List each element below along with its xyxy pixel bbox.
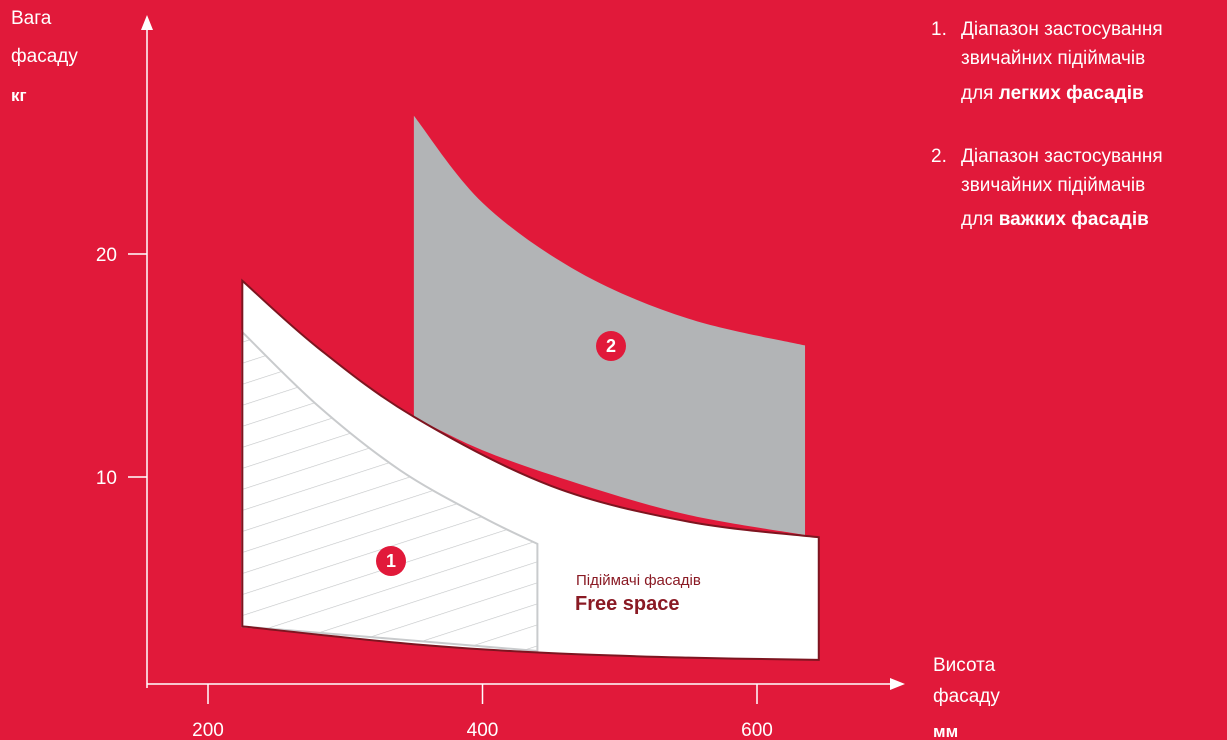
y-axis-title-line2: фасаду — [11, 46, 78, 67]
legend-item-1-line3: для легких фасадів — [961, 83, 1144, 104]
legend-item-1-prefix: для — [961, 83, 993, 104]
legend-item-2-prefix: для — [961, 209, 993, 230]
x-axis-title-line2: фасаду — [933, 686, 1000, 707]
y-axis-arrow-icon — [141, 15, 153, 30]
legend-item-1-line2: звичайних підіймачів — [961, 48, 1145, 69]
free-space-label: Free space — [575, 593, 680, 615]
region-2-badge-circle — [596, 331, 626, 361]
legend-item-1-line1: Діапазон застосування — [961, 19, 1163, 40]
y-axis-unit: кг — [11, 86, 27, 105]
legend: 1. Діапазон застосування звичайних підій… — [931, 19, 1163, 230]
legend-item-1: 1. Діапазон застосування звичайних підій… — [931, 19, 1163, 104]
plot-area — [241, 115, 820, 661]
legend-item-1-bold: легких фасадів — [999, 83, 1144, 104]
region-2-badge: 2 — [596, 331, 626, 361]
x-tick-label-200: 200 — [192, 720, 224, 740]
region-2-badge-label: 2 — [606, 336, 616, 356]
legend-item-2-number: 2. — [931, 146, 947, 167]
legend-item-2-line3: для важких фасадів — [961, 209, 1149, 230]
y-tick-label-20: 20 — [96, 245, 117, 266]
legend-item-2-line2: звичайних підіймачів — [961, 175, 1145, 196]
heavy-facades-region — [413, 115, 806, 535]
axes: 10 20 200 400 600 — [96, 15, 905, 740]
region-1-badge-circle — [376, 546, 406, 576]
y-axis-title-line1: Вага — [11, 8, 52, 29]
x-axis-arrow-icon — [890, 678, 905, 690]
free-space-sublabel: Підіймачі фасадів — [576, 572, 701, 589]
x-axis-title-line1: Висота — [933, 655, 996, 676]
legend-item-2-line1: Діапазон застосування — [961, 146, 1163, 167]
legend-item-2-bold: важких фасадів — [999, 209, 1149, 230]
legend-item-2: 2. Діапазон застосування звичайних підій… — [931, 146, 1163, 230]
legend-item-1-number: 1. — [931, 19, 947, 40]
x-tick-label-400: 400 — [467, 720, 499, 740]
y-tick-label-10: 10 — [96, 468, 117, 489]
light-facades-region — [241, 329, 539, 653]
free-space-outline — [241, 278, 820, 661]
x-axis-unit: мм — [933, 722, 958, 740]
region-1-badge-label: 1 — [386, 551, 396, 571]
x-tick-label-600: 600 — [741, 720, 773, 740]
region-1-badge: 1 — [376, 546, 406, 576]
